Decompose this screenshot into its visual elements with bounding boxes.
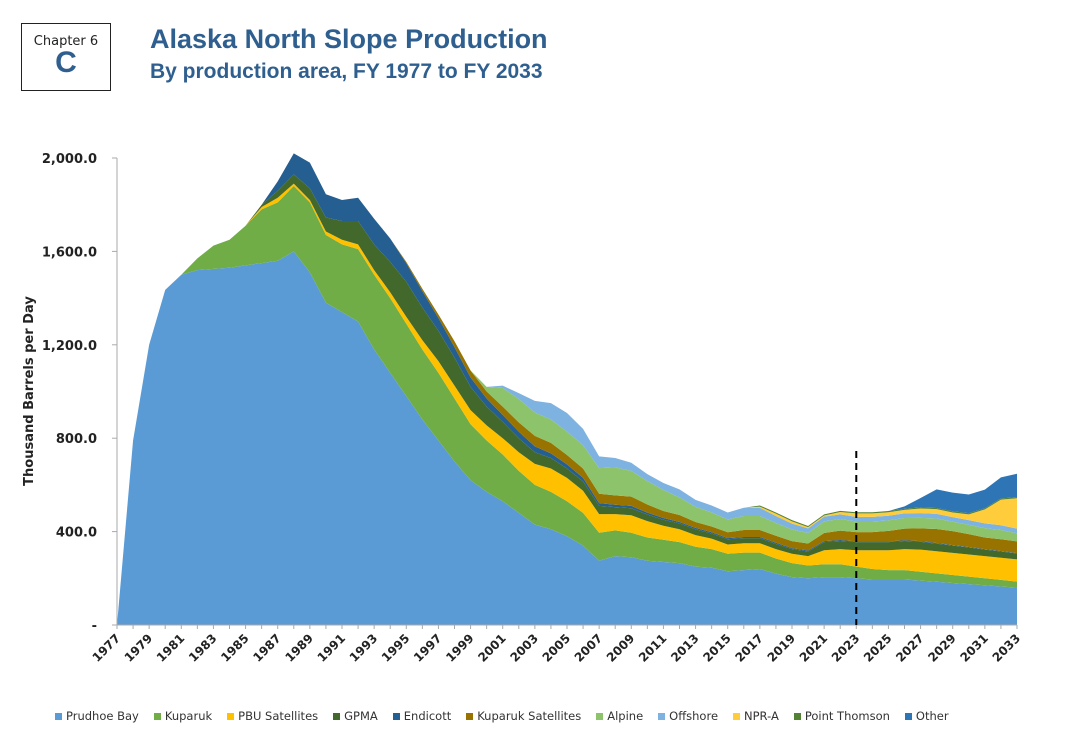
chart-title: Alaska North Slope Production [150, 24, 548, 54]
legend-label: Endicott [403, 709, 452, 723]
x-tick-label: 2029 [925, 631, 959, 665]
y-tick-label: 1,200.0 [42, 339, 97, 354]
x-tick-label: 2027 [893, 631, 927, 665]
y-axis-label: Thousand Barrels per Day [22, 296, 37, 486]
x-tick-label: 1977 [90, 631, 124, 665]
legend: Prudhoe Bay Kuparuk PBU Satellites GPMA Endi… [55, 709, 949, 723]
legend-item: Kuparuk Satellites [466, 709, 581, 723]
y-tick-label: - [92, 619, 97, 634]
legend-item: PBU Satellites [227, 709, 318, 723]
legend-label: Offshore [669, 709, 719, 723]
x-tick-label: 2007 [572, 631, 606, 665]
area-kuparuk [117, 186, 1017, 625]
legend-item: GPMA [333, 709, 378, 723]
legend-swatch [733, 712, 741, 720]
legend-item: Other [904, 709, 949, 723]
legend-label: Kuparuk [164, 709, 213, 723]
x-tick-label: 2013 [668, 631, 702, 665]
x-tick-label: 2003 [507, 631, 541, 665]
legend-swatch [392, 712, 400, 720]
x-tick-label: 1995 [379, 631, 413, 665]
legend-swatch [658, 712, 666, 720]
legend-swatch [227, 712, 235, 720]
legend-swatch [793, 712, 801, 720]
x-tick-label: 1997 [411, 631, 445, 665]
chapter-letter: C [55, 46, 77, 79]
legend-swatch [904, 712, 912, 720]
legend-swatch [333, 712, 341, 720]
y-tick-label: 2,000.0 [42, 152, 97, 167]
legend-swatch [596, 712, 604, 720]
x-tick-label: 2021 [797, 631, 831, 665]
y-tick-label: 800.0 [56, 432, 97, 447]
y-tick-label: 1,600.0 [42, 245, 97, 260]
legend-label: Alpine [607, 709, 644, 723]
x-tick-label: 2025 [861, 631, 895, 665]
x-tick-label: 1991 [315, 631, 349, 665]
legend-label: Kuparuk Satellites [477, 709, 582, 723]
legend-item: Kuparuk [153, 709, 213, 723]
y-tick-label: 400.0 [56, 526, 97, 541]
x-tick-label: 1979 [122, 631, 156, 665]
x-tick-label: 1987 [250, 631, 284, 665]
x-tick-label: 2009 [604, 631, 638, 665]
x-tick-label: 1983 [186, 631, 220, 665]
legend-label: Prudhoe Bay [66, 709, 139, 723]
legend-item: Endicott [392, 709, 452, 723]
x-tick-label: 1993 [347, 631, 381, 665]
x-tick-label: 2031 [957, 631, 991, 665]
x-tick-label: 1981 [154, 631, 188, 665]
legend-item: Alpine [596, 709, 643, 723]
legend-label: GPMA [344, 709, 378, 723]
x-tick-label: 2023 [829, 631, 863, 665]
x-tick-label: 1989 [282, 631, 316, 665]
area-prudhoe-bay [117, 251, 1017, 625]
x-tick-label: 1999 [443, 631, 477, 665]
legend-label: PBU Satellites [238, 709, 319, 723]
chapter-label: Chapter 6 [33, 34, 99, 49]
legend-label: Point Thomson [804, 709, 890, 723]
x-tick-label: 2033 [990, 631, 1024, 665]
legend-label: NPR-A [744, 709, 779, 723]
legend-swatch [55, 712, 62, 720]
chapter-badge: Chapter 6 C [21, 23, 111, 91]
legend-item: Offshore [658, 709, 718, 723]
legend-item: Point Thomson [793, 709, 890, 723]
legend-label: Other [915, 709, 949, 723]
legend-item: NPR-A [733, 709, 779, 723]
legend-swatch [466, 712, 474, 720]
x-tick-label: 2011 [636, 631, 670, 665]
x-tick-label: 1985 [218, 631, 252, 665]
x-tick-label: 2017 [732, 631, 766, 665]
x-tick-label: 2001 [475, 631, 509, 665]
x-tick-label: 2015 [700, 631, 734, 665]
chart-subtitle: By production area, FY 1977 to FY 2033 [150, 60, 543, 83]
legend-swatch [153, 712, 161, 720]
x-tick-label: 2019 [765, 631, 799, 665]
legend-item: Prudhoe Bay [55, 709, 139, 723]
x-tick-label: 2005 [540, 631, 574, 665]
